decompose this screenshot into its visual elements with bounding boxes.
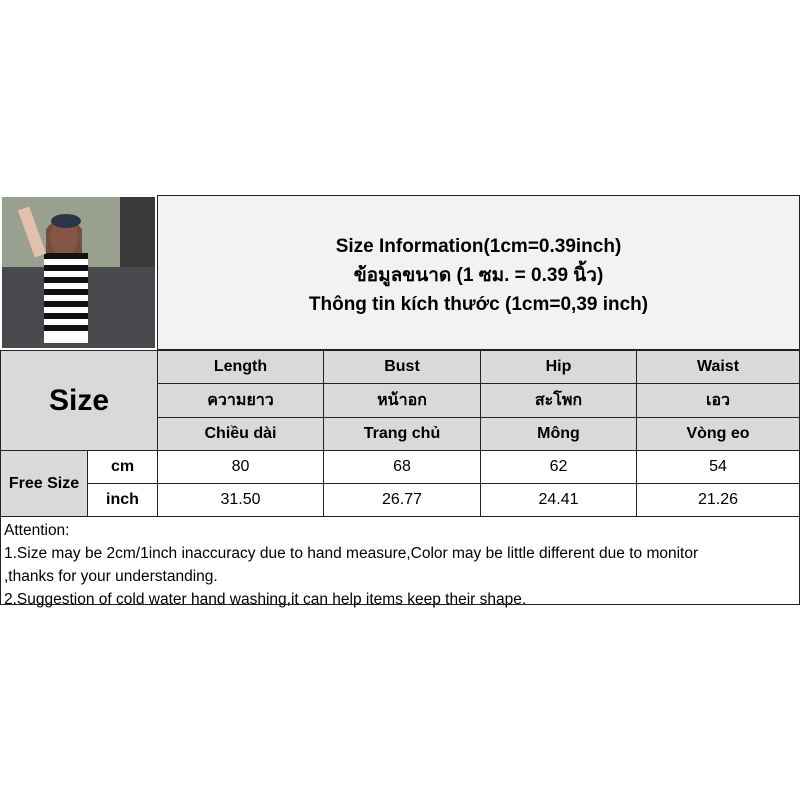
attention-note-1-cont: ,thanks for your understanding.: [4, 568, 218, 585]
header-line-th: ข้อมูลขนาด (1 ซม. = 0.39 นิ้ว): [353, 265, 604, 286]
col-hip-en: Hip: [480, 350, 637, 384]
col-length-th: ความยาว: [157, 383, 324, 418]
col-bust-th: หน้าอก: [323, 383, 481, 418]
unit-cm: cm: [87, 450, 158, 484]
header-line-vi: Thông tin kích thước (1cm=0,39 inch): [308, 294, 649, 315]
col-waist-vi: Vòng eo: [636, 417, 800, 451]
header-line-en: Size Information(1cm=0.39inch): [335, 236, 622, 257]
size-label: Size: [0, 350, 158, 451]
cell-waist-cm: 54: [636, 450, 800, 484]
cell-hip-inch: 24.41: [480, 483, 637, 517]
col-waist-th: เอว: [636, 383, 800, 418]
cell-hip-cm: 62: [480, 450, 637, 484]
cell-length-inch: 31.50: [157, 483, 324, 517]
cell-bust-inch: 26.77: [323, 483, 481, 517]
col-bust-en: Bust: [323, 350, 481, 384]
attention-notes: Attention: 1.Size may be 2cm/1inch inacc…: [0, 516, 800, 608]
product-photo: [2, 197, 155, 348]
attention-note-1: 1.Size may be 2cm/1inch inaccuracy due t…: [4, 545, 699, 562]
col-waist-en: Waist: [636, 350, 800, 384]
attention-note-2: 2.Suggestion of cold water hand washing,…: [4, 591, 527, 608]
attention-title: Attention:: [4, 522, 70, 539]
col-length-en: Length: [157, 350, 324, 384]
unit-inch: inch: [87, 483, 158, 517]
cell-bust-cm: 68: [323, 450, 481, 484]
col-length-vi: Chiều dài: [157, 417, 324, 451]
cell-length-cm: 80: [157, 450, 324, 484]
size-info-header: Size Information(1cm=0.39inch) ข้อมูลขนา…: [157, 195, 800, 350]
col-bust-vi: Trang chủ: [323, 417, 481, 451]
col-hip-vi: Mông: [480, 417, 637, 451]
col-hip-th: สะโพก: [480, 383, 637, 418]
row-label-free-size: Free Size: [0, 450, 88, 517]
cell-waist-inch: 21.26: [636, 483, 800, 517]
